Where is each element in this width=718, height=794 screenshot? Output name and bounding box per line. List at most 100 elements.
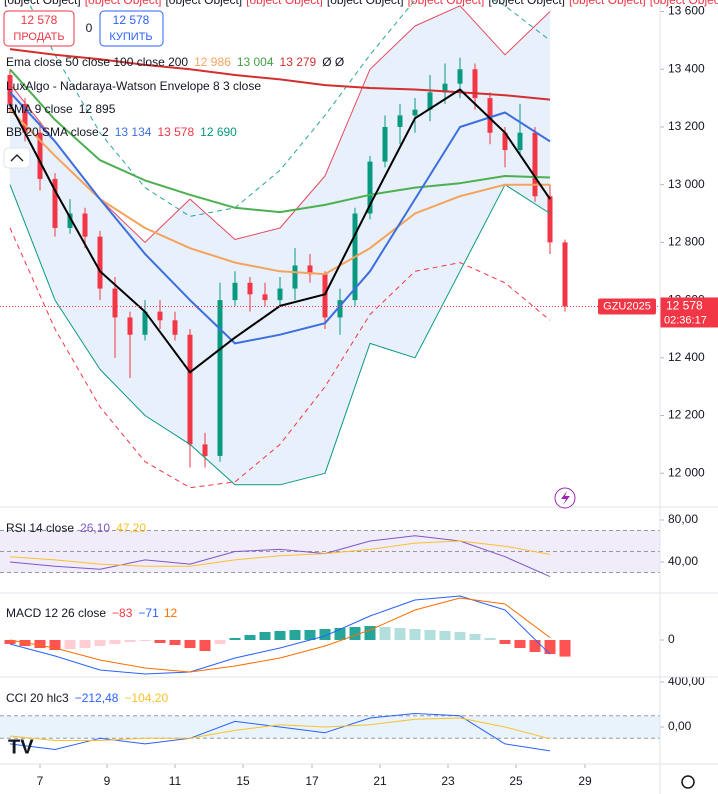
y-tick-label: 13 000 — [668, 177, 705, 191]
legend-value: 26,10 — [80, 521, 110, 535]
buy-button[interactable] — [99, 10, 164, 47]
x-tick-label: 25 — [509, 774, 523, 788]
histogram-bar — [469, 634, 481, 640]
y-tick-label: 12 000 — [668, 465, 705, 479]
histogram-bar — [49, 640, 61, 650]
candle-body — [472, 69, 478, 99]
buy-price: 12 578 — [113, 13, 150, 27]
y-tick-label: 13 200 — [668, 119, 705, 133]
legend-title: RSI 14 close — [6, 521, 74, 535]
candle-body — [142, 311, 148, 335]
legend-value: 12 — [164, 606, 178, 620]
legend-value: 47,20 — [116, 521, 146, 535]
sell-button[interactable] — [3, 10, 75, 47]
candle-body — [367, 161, 373, 214]
histogram-bar — [394, 628, 406, 640]
histogram-bar — [4, 640, 16, 644]
indicator-line — [9, 540, 551, 567]
histogram-bar — [184, 640, 196, 648]
candle-body — [112, 288, 118, 318]
histogram-bar — [484, 638, 496, 640]
histogram-bar — [289, 630, 301, 640]
candle-body — [22, 103, 28, 133]
legend-value: 12 690 — [200, 125, 237, 139]
indicator-line — [9, 88, 551, 374]
candle-body — [187, 334, 193, 445]
legend-title: LuxAlgo - Nadaraya-Watson Envelope 8 3 c… — [6, 79, 261, 93]
ohlc-item: [object Object] — [85, 0, 162, 7]
ohlc-item: [object Object] — [327, 0, 404, 7]
legend-value: 13 279 — [280, 55, 317, 69]
pane — [7, 0, 568, 489]
histogram-bar — [169, 640, 181, 645]
histogram-bar — [349, 627, 361, 640]
histogram-bar — [364, 626, 376, 640]
ohlc-item: [object Object] — [569, 0, 646, 7]
ohlc-item: [object Object] — [650, 0, 718, 7]
x-tick-label: 29 — [578, 774, 592, 788]
symbol-tag — [598, 298, 656, 315]
pane — [4, 595, 571, 675]
legend-row: EMA 9 close 12 895 — [6, 102, 116, 116]
legend-title: Ema close 50 close 100 close 200 — [6, 55, 188, 69]
candle-body — [97, 236, 103, 289]
candle-body — [532, 132, 538, 197]
ohlc-readout: [object Object] [object Object] [object Ob… — [4, 0, 718, 7]
legend-row: LuxAlgo - Nadaraya-Watson Envelope 8 3 c… — [6, 79, 261, 93]
histogram-bar — [424, 630, 436, 640]
countdown-label: 02:36:17 — [664, 314, 707, 326]
spread: 0 — [86, 21, 93, 35]
legend-row: Ema close 50 close 100 close 200 12 986 13… — [6, 55, 344, 69]
candle-body — [442, 83, 448, 93]
legend-title: EMA 9 close — [6, 102, 73, 116]
histogram-bar — [94, 640, 106, 646]
legend-value: −71 — [138, 606, 159, 620]
histogram-bar — [409, 629, 421, 640]
histogram-bar — [514, 640, 526, 648]
x-tick-label: 11 — [169, 774, 182, 788]
histogram-bar — [109, 640, 121, 644]
x-tick-label: 23 — [441, 774, 455, 788]
settings-button[interactable] — [681, 775, 695, 789]
collapse-icon — [10, 154, 24, 162]
candle-body — [7, 75, 13, 104]
ohlc-item: [object Object] — [408, 0, 485, 7]
logo: TV — [8, 736, 34, 758]
candle-body — [292, 265, 298, 289]
candle-body — [202, 444, 208, 456]
legend-row: CCI 20 hlc3 −212,48 −104,20 — [6, 691, 168, 705]
candle-body — [127, 317, 133, 335]
candle-body — [502, 132, 508, 151]
y-tick-label: 12 200 — [668, 408, 705, 422]
candle-body — [82, 213, 88, 237]
indicator-line — [26, 0, 551, 217]
indicator-line — [9, 68, 551, 214]
histogram-bar — [154, 640, 166, 643]
buy-label: КУПИТЬ — [109, 31, 152, 43]
candle-body — [427, 92, 433, 110]
histogram-bar — [334, 628, 346, 640]
alert-icon — [561, 491, 570, 505]
histogram-bar — [199, 640, 211, 651]
ohlc-item: [object Object] — [488, 0, 565, 7]
histogram-bar — [304, 630, 316, 640]
x-tick-label: 21 — [373, 774, 387, 788]
legend-row: MACD 12 26 close −83 −71 12 — [6, 606, 178, 620]
candle-body — [277, 288, 283, 301]
histogram-bar — [319, 629, 331, 640]
candle-body — [172, 320, 178, 335]
y-tick-label: 400,00 — [668, 674, 705, 688]
candle-body — [232, 282, 238, 301]
legend-value: −212,48 — [75, 691, 119, 705]
indicator-line — [9, 595, 551, 675]
legend-value: 12 895 — [79, 102, 116, 116]
pane — [0, 713, 660, 752]
collapse-legend-button[interactable] — [3, 147, 31, 169]
histogram-bar — [79, 640, 91, 648]
sell-label: ПРОДАТЬ — [13, 31, 64, 43]
legend-value: 12 986 — [194, 55, 231, 69]
y-tick-label: 13 400 — [668, 61, 705, 75]
